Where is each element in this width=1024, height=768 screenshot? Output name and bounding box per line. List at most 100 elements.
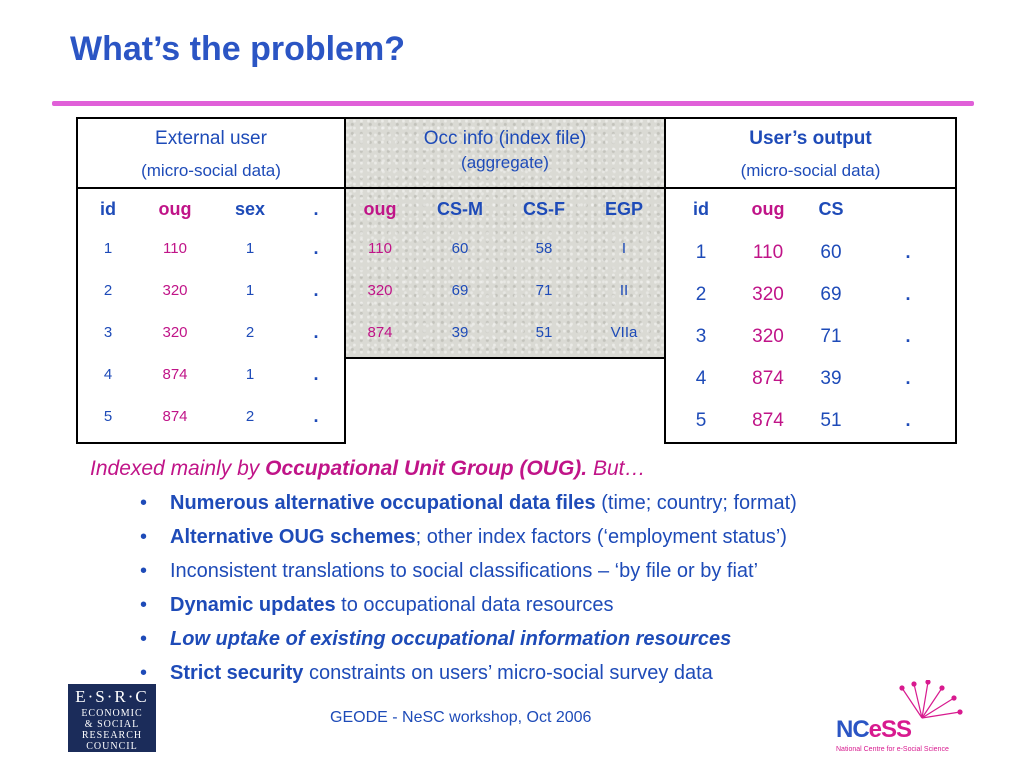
ellipsis-cell: . — [905, 368, 911, 388]
bullet-marker: • — [140, 628, 148, 650]
column-header: . — [313, 199, 319, 219]
occ-info-table: Occ info (index file) (aggregate) oug CS-… — [344, 117, 666, 359]
table-cell: 51 — [535, 324, 553, 341]
bullet-bold: Numerous alternative occupational data f… — [170, 492, 596, 514]
table-cell: 2 — [103, 282, 113, 299]
intro-pre: Indexed mainly by — [90, 457, 266, 480]
table-cell: 320 — [162, 282, 188, 299]
ncess-subtitle: National Centre for e-Social Science — [836, 746, 949, 753]
table-cell: 39 — [820, 368, 842, 389]
table-cell: 874 — [752, 410, 784, 431]
ellipsis-cell: . — [313, 280, 319, 300]
bullet-bold: Alternative OUG schemes — [170, 526, 416, 548]
table-cell: 3 — [103, 324, 113, 341]
table-cell: 320 — [162, 324, 188, 341]
table-cell: 4 — [695, 368, 707, 389]
table-cell: 58 — [535, 240, 553, 257]
intro-bold: Occupational Unit Group (OUG). — [265, 457, 588, 480]
ncess-n: NC — [836, 716, 870, 743]
ellipsis-cell: . — [313, 364, 319, 384]
table-cell: 5 — [103, 408, 113, 425]
page-title: What’s the problem? — [70, 30, 405, 68]
column-header: id — [693, 199, 709, 219]
intro-post: But… — [587, 457, 646, 480]
table-cell: 3 — [695, 326, 707, 347]
table-cell: 1 — [245, 282, 255, 299]
occ-info-subtitle: (aggregate) — [461, 153, 549, 172]
table-cell: 4 — [103, 366, 113, 383]
column-header: oug — [158, 199, 192, 219]
ellipsis-cell: . — [313, 406, 319, 426]
column-header: sex — [234, 199, 266, 219]
ellipsis-cell: . — [905, 410, 911, 430]
table-cell: 110 — [163, 240, 187, 257]
column-header: EGP — [604, 199, 644, 219]
esrc-line: & SOCIAL — [84, 719, 140, 730]
bullet-text: to occupational data resources — [335, 594, 614, 616]
user-output-subtitle: (micro-social data) — [740, 161, 881, 180]
table-cell: 2 — [245, 408, 255, 425]
table-cell: 110 — [752, 242, 784, 263]
ncess-e: e — [868, 716, 882, 743]
bullet-bold-italic: Low uptake of existing occupational info… — [170, 628, 732, 650]
esrc-logo: E·S·R·C ECONOMIC & SOCIAL RESEARCH COUNC… — [68, 684, 156, 752]
table-cell: 5 — [695, 410, 707, 431]
bullet-text: Inconsistent translations to social clas… — [170, 560, 759, 582]
table-cell: 69 — [451, 282, 469, 299]
footer-text: GEODE - NeSC workshop, Oct 2006 — [330, 709, 592, 726]
bullet-marker: • — [140, 662, 148, 684]
table-cell: 874 — [752, 368, 784, 389]
table-cell: II — [619, 282, 629, 299]
user-output-header: User’s output (micro-social data) — [666, 119, 955, 189]
table-cell: 874 — [162, 408, 188, 425]
table-cell: 39 — [451, 324, 469, 341]
esrc-logo-letters: E·S·R·C — [75, 687, 149, 706]
ncess-ss: SS — [881, 716, 912, 743]
table-cell: 71 — [535, 282, 553, 299]
bullet-text: ; other index factors (‘employment statu… — [415, 526, 787, 548]
table-cell: 2 — [245, 324, 255, 341]
table-cell: 874 — [367, 324, 393, 341]
external-user-title: External user — [155, 128, 267, 149]
network-icon — [899, 680, 963, 719]
table-cell: 71 — [820, 326, 842, 347]
table-cell: 60 — [820, 242, 842, 263]
table-cell: 1 — [103, 240, 113, 257]
occ-info-header: Occ info (index file) (aggregate) — [346, 119, 664, 189]
ellipsis-cell: . — [313, 322, 319, 342]
bullet-bold: Dynamic updates — [170, 594, 336, 616]
user-output-title: User’s output — [749, 128, 872, 149]
table-cell: 1 — [695, 242, 707, 263]
table-cell: 874 — [162, 366, 188, 383]
bullet-marker: • — [140, 560, 148, 582]
external-user-header: External user (micro-social data) — [78, 119, 344, 189]
occ-info-title: Occ info (index file) — [423, 128, 587, 149]
table-cell: 320 — [367, 282, 393, 299]
table-cell: 320 — [752, 284, 784, 305]
user-output-table: User’s output (micro-social data) id oug C… — [664, 117, 957, 444]
external-user-subtitle: (micro-social data) — [141, 161, 281, 180]
table-cell: 69 — [820, 284, 842, 305]
bullet-marker: • — [140, 594, 148, 616]
external-user-table: External user (micro-social data) id oug s… — [76, 117, 346, 444]
bullet-bold: Strict security — [170, 662, 304, 684]
esrc-line: RESEARCH — [81, 730, 143, 741]
intro-text: Indexed mainly by Occupational Unit Grou… — [90, 457, 645, 481]
table-cell: 320 — [752, 326, 784, 347]
bullet-marker: • — [140, 526, 148, 548]
esrc-logo-name: ECONOMIC & SOCIAL RESEARCH COUNCIL — [68, 708, 156, 752]
bullet-text: constraints on users’ micro-social surve… — [303, 662, 713, 684]
bullet-text: (time; country; format) — [595, 492, 797, 514]
table-cell: 2 — [695, 284, 707, 305]
ellipsis-cell: . — [905, 284, 911, 304]
table-cell: 60 — [451, 240, 469, 257]
esrc-line: COUNCIL — [86, 741, 138, 752]
column-header: CS-F — [523, 199, 565, 219]
ellipsis-cell: . — [905, 326, 911, 346]
table-cell: 1 — [245, 240, 255, 257]
column-header: CS-M — [437, 199, 483, 219]
table-cell: 110 — [368, 240, 392, 257]
column-header: oug — [751, 199, 785, 219]
title-divider — [52, 101, 974, 106]
ncess-logo: NCeSS National Centre for e-Social Scien… — [832, 680, 982, 760]
